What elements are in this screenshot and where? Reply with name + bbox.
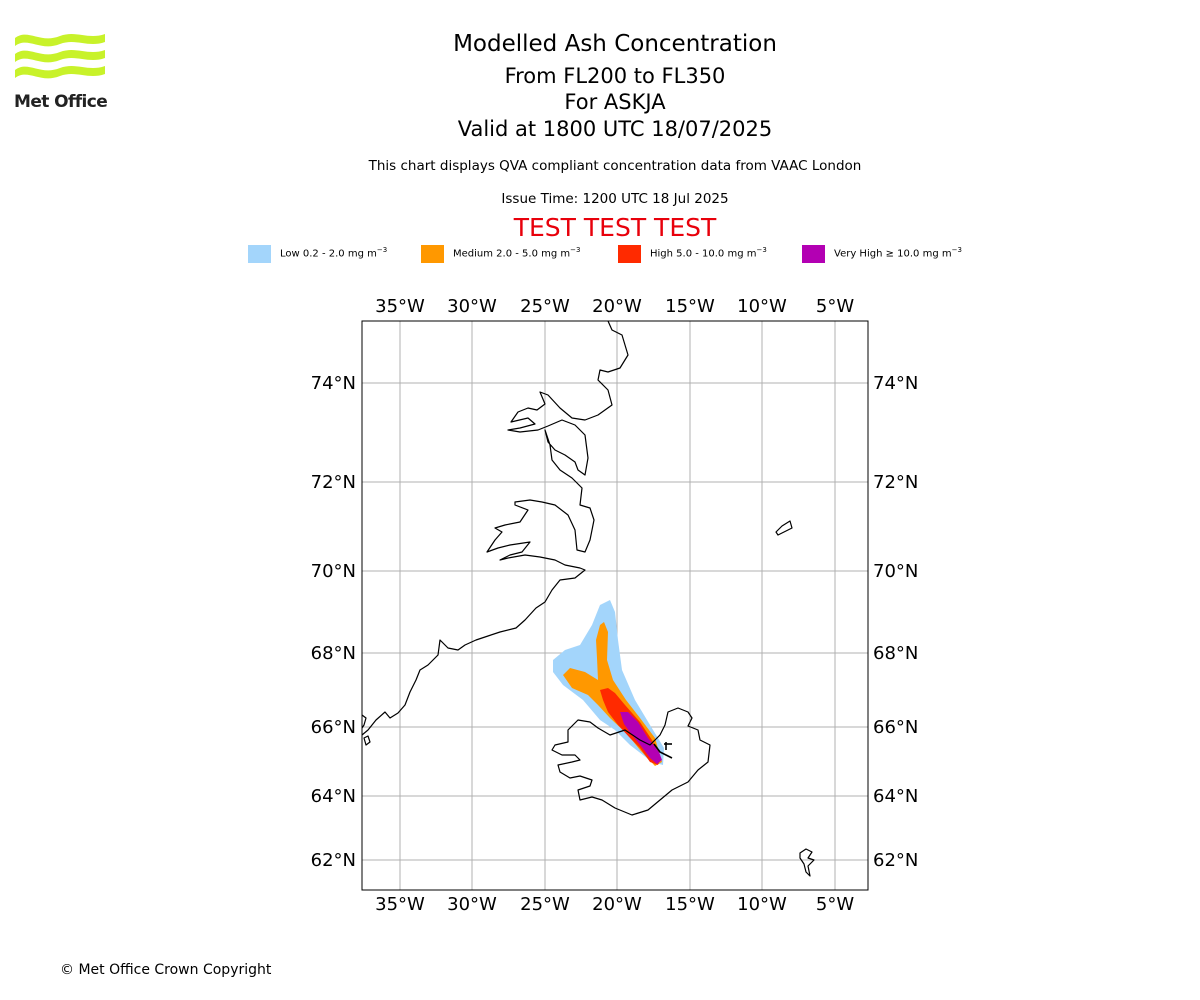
lon-label-bottom-30w: 30°W xyxy=(447,894,497,915)
legend-label-very-high: Very High ≥ 10.0 mg m xyxy=(834,248,952,260)
lon-label-bottom-35w: 35°W xyxy=(375,894,425,915)
lon-labels-top: 35°W 30°W 25°W 20°W 15°W 10°W 5°W xyxy=(375,296,854,317)
issue-time: Issue Time: 1200 UTC 18 Jul 2025 xyxy=(501,191,729,207)
met-office-waves-icon xyxy=(15,34,105,79)
lat-label-left-62n: 62°N xyxy=(311,850,356,871)
ash-very-high-region xyxy=(620,712,662,764)
volcano-marker-icon xyxy=(653,742,673,759)
lat-label-right-66n: 66°N xyxy=(873,717,918,738)
valid-time: Valid at 1800 UTC 18/07/2025 xyxy=(457,117,773,141)
coastline-jan-mayen xyxy=(775,520,793,536)
lon-label-top-25w: 25°W xyxy=(520,296,570,317)
lon-label-top-15w: 15°W xyxy=(665,296,715,317)
legend-swatch-low xyxy=(248,245,271,263)
lat-label-right-72n: 72°N xyxy=(873,472,918,493)
lon-label-bottom-5w: 5°W xyxy=(816,894,854,915)
lon-label-top-20w: 20°W xyxy=(592,296,642,317)
map-gridlines xyxy=(362,321,868,890)
lon-label-top-30w: 30°W xyxy=(447,296,497,317)
lon-label-bottom-15w: 15°W xyxy=(665,894,715,915)
lon-labels-bottom: 35°W 30°W 25°W 20°W 15°W 10°W 5°W xyxy=(375,894,854,915)
coastline-greenland-inlet xyxy=(361,714,367,729)
lon-label-bottom-10w: 10°W xyxy=(737,894,787,915)
lat-label-left-74n: 74°N xyxy=(311,373,356,394)
lat-label-left-72n: 72°N xyxy=(311,472,356,493)
copyright-notice: © Met Office Crown Copyright xyxy=(60,962,272,978)
lat-label-right-62n: 62°N xyxy=(873,850,918,871)
lat-label-left-68n: 68°N xyxy=(311,643,356,664)
coastlines xyxy=(361,320,815,877)
map-frame xyxy=(361,320,869,891)
flight-levels: From FL200 to FL350 xyxy=(504,64,726,88)
lat-label-left-70n: 70°N xyxy=(311,561,356,582)
lon-label-top-5w: 5°W xyxy=(816,296,854,317)
lat-label-right-74n: 74°N xyxy=(873,373,918,394)
met-office-logo: Met Office xyxy=(14,30,114,112)
lat-label-right-68n: 68°N xyxy=(873,643,918,664)
coastline-iceland xyxy=(551,707,711,816)
chart-description: This chart displays QVA compliant concen… xyxy=(368,158,862,174)
coastline-greenland-island xyxy=(363,735,371,746)
chart-title: Modelled Ash Concentration xyxy=(453,31,777,57)
lon-label-bottom-25w: 25°W xyxy=(520,894,570,915)
coastline-faroe-islands xyxy=(799,848,815,877)
lat-label-right-64n: 64°N xyxy=(873,786,918,807)
lon-label-top-35w: 35°W xyxy=(375,296,425,317)
test-banner: TEST TEST TEST xyxy=(513,213,717,242)
volcano-name: For ASKJA xyxy=(564,90,666,114)
coastline-greenland xyxy=(361,320,629,736)
legend-label-high: High 5.0 - 10.0 mg m xyxy=(650,248,757,260)
legend-swatch-medium xyxy=(421,245,444,263)
ash-plume xyxy=(553,600,664,766)
lat-label-left-66n: 66°N xyxy=(311,717,356,738)
lat-label-left-64n: 64°N xyxy=(311,786,356,807)
legend-swatch-very-high xyxy=(802,245,825,263)
lat-labels-right: 74°N 72°N 70°N 68°N 66°N 64°N 62°N xyxy=(873,373,918,871)
lat-label-right-70n: 70°N xyxy=(873,561,918,582)
lon-label-bottom-20w: 20°W xyxy=(592,894,642,915)
legend-swatch-high xyxy=(618,245,641,263)
legend-label-low: Low 0.2 - 2.0 mg m xyxy=(280,248,377,260)
lon-label-top-10w: 10°W xyxy=(737,296,787,317)
lat-labels-left: 74°N 72°N 70°N 68°N 66°N 64°N 62°N xyxy=(311,373,356,871)
legend-label-medium: Medium 2.0 - 5.0 mg m xyxy=(453,248,571,260)
logo-text: Met Office xyxy=(14,92,108,112)
